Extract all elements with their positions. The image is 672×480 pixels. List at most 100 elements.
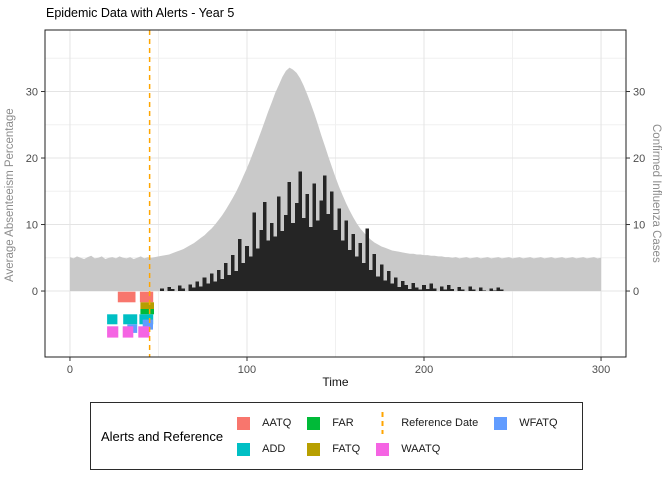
legend-entry-wfatq: WFATQ [494,416,558,430]
legend: Alerts and Reference AATQ ADD FAR FATQ Refer… [90,402,583,470]
x-tick-label: 300 [592,364,610,376]
influenza-bar [496,287,501,292]
influenza-bar [439,286,444,292]
influenza-bar [192,287,196,292]
legend-entry-aatq: AATQ [237,416,292,430]
influenza-bar [429,283,433,292]
alert-tile-add [107,314,118,325]
legend-key-aatq-icon [237,416,251,430]
legend-entry-label: WFATQ [519,417,558,429]
influenza-bar [259,229,263,292]
influenza-bar [401,281,405,292]
legend-key-fatq-icon [307,442,321,456]
alert-tile-add [123,314,138,325]
x-tick-label: 200 [415,364,433,376]
influenza-bar [312,183,317,292]
influenza-bar [241,263,246,292]
legend-entry-far: FAR [307,416,360,430]
influenza-bar [252,212,256,292]
legend-key-wfatq-icon [494,416,508,430]
alert-tile-waatq [138,326,150,338]
influenza-bar [351,233,355,292]
influenza-bar [369,269,373,292]
influenza-bar [326,213,331,292]
legend-title: Alerts and Reference [101,428,224,444]
y-right-tick-label: 30 [633,87,645,99]
legend-key-waatq-icon [376,442,390,456]
influenza-bar [195,281,200,292]
influenza-bar [177,285,182,292]
influenza-bar [379,264,384,292]
influenza-bar [323,175,327,292]
influenza-bar [358,243,363,292]
influenza-bar [347,249,352,292]
influenza-bar [223,263,228,292]
influenza-bar [468,286,472,292]
influenza-bar [493,290,497,292]
influenza-bar [415,287,419,292]
influenza-bar [337,208,341,292]
x-axis-title: Time [322,375,349,389]
influenza-bar [206,283,210,292]
influenza-bar [386,271,391,292]
influenza-bar [202,277,207,292]
y-left-tick-label: 0 [32,286,38,298]
influenza-bar [291,223,295,292]
influenza-bar [298,171,302,292]
alert-tile-aatq [139,291,154,303]
panel-border [44,29,627,358]
influenza-bar [209,273,214,292]
alert-tile-far [140,309,154,315]
legend-entry-waatq: WAATQ [376,442,478,456]
influenza-bar [432,288,437,292]
influenza-bar [489,288,494,292]
absenteeism-area [70,67,601,291]
influenza-bar [397,287,401,292]
influenza-bar [255,248,260,292]
y-left-tick-label: 10 [26,220,38,232]
influenza-bar [216,269,221,292]
influenza-bar [294,203,299,292]
influenza-bar [340,240,345,292]
influenza-bar [450,289,455,292]
influenza-bar [330,191,334,292]
legend-entry-label: ADD [262,443,286,455]
influenza-bar [213,281,217,292]
influenza-bar [393,277,398,292]
influenza-bar [425,289,430,292]
influenza-bar [383,280,387,292]
influenza-bar [284,215,288,292]
influenza-bar [404,285,409,292]
influenza-bar [316,220,320,292]
legend-entry-label: FATQ [332,443,361,455]
legend-entry-label: Reference Date [401,417,479,429]
influenza-bar [277,196,281,292]
legend-key-add-icon [237,442,251,456]
influenza-bar [418,289,423,292]
influenza-bar [273,236,278,292]
legend-entry-label: AATQ [262,417,292,429]
legend-entry-label: WAATQ [401,443,441,455]
alert-tile-waatq [122,326,134,338]
influenza-bar [305,193,309,292]
influenza-bar [220,279,224,292]
influenza-bar [245,245,249,292]
influenza-bar [333,229,338,292]
alert-tile-wfatq [142,319,153,330]
influenza-bar [160,288,164,292]
influenza-bar [301,217,306,292]
influenza-bar [270,223,274,292]
influenza-bar [447,285,451,292]
influenza-bar [376,276,380,292]
influenza-bar [227,275,232,292]
influenza-bar [390,283,394,292]
legend-entry-fatq: FATQ [307,442,361,456]
influenza-bar [308,227,313,292]
legend-entries: AATQ ADD FAR FATQ Reference Date WAATQ WFATQ [237,410,558,462]
influenza-bar [262,201,267,292]
influenza-bar [238,239,242,292]
alert-tile-fatq [140,302,154,309]
influenza-bar [471,289,476,292]
alert-tile-waatq [107,326,119,338]
